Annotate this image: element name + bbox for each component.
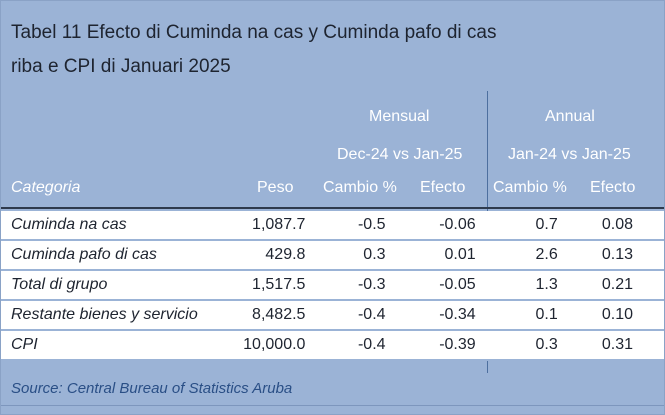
column-header-mensual-efecto: Efecto <box>420 179 466 196</box>
column-header-categoria: Categoria <box>11 179 81 196</box>
column-header-annual-cambio: Cambio % <box>493 179 567 196</box>
title-line-1: Tabel 11 Efecto di Cuminda na cas y Cumi… <box>11 22 497 43</box>
cell-categoria: Restante bienes y servicio <box>1 300 226 331</box>
cell-annual-efecto: 0.31 <box>557 330 664 361</box>
column-header-annual-efecto: Efecto <box>590 179 636 196</box>
table-row: CPI 10,000.0 -0.4 -0.39 0.3 0.31 <box>1 330 664 361</box>
cell-categoria: Total di grupo <box>1 270 226 301</box>
cell-mensual-efecto: -0.06 <box>385 211 476 241</box>
group-header-mensual: Mensual <box>369 108 430 125</box>
cell-annual-cambio: 0.1 <box>475 300 558 331</box>
cell-mensual-cambio: -0.5 <box>305 211 386 241</box>
column-header-mensual-cambio: Cambio % <box>323 179 397 196</box>
table-row: Cuminda na cas 1,087.7 -0.5 -0.06 0.7 0.… <box>1 211 664 241</box>
cell-mensual-cambio: -0.3 <box>305 270 386 301</box>
bottom-rule <box>1 405 664 406</box>
cell-peso: 1,517.5 <box>225 270 306 301</box>
cell-mensual-efecto: 0.01 <box>385 240 476 271</box>
data-table: Cuminda na cas 1,087.7 -0.5 -0.06 0.7 0.… <box>1 211 664 361</box>
table-row: Restante bienes y servicio 8,482.5 -0.4 … <box>1 300 664 331</box>
cell-mensual-cambio: 0.3 <box>305 240 386 271</box>
cell-annual-cambio: 0.7 <box>475 211 558 241</box>
cell-mensual-efecto: -0.39 <box>385 330 476 361</box>
table-title: Tabel 11 Efecto di Cuminda na cas y Cumi… <box>11 16 571 84</box>
cell-annual-efecto: 0.13 <box>557 240 664 271</box>
cell-annual-cambio: 0.3 <box>475 330 558 361</box>
cell-mensual-cambio: -0.4 <box>305 330 386 361</box>
column-header-peso: Peso <box>257 179 294 196</box>
cell-peso: 1,087.7 <box>225 211 306 241</box>
cell-annual-efecto: 0.21 <box>557 270 664 301</box>
cell-mensual-efecto: -0.05 <box>385 270 476 301</box>
cell-peso: 8,482.5 <box>225 300 306 331</box>
table-row: Cuminda pafo di cas 429.8 0.3 0.01 2.6 0… <box>1 240 664 271</box>
source-note: Source: Central Bureau of Statistics Aru… <box>11 380 293 397</box>
cell-annual-efecto: 0.10 <box>557 300 664 331</box>
cell-categoria: Cuminda na cas <box>1 211 226 241</box>
cell-annual-cambio: 1.3 <box>475 270 558 301</box>
cell-categoria: Cuminda pafo di cas <box>1 240 226 271</box>
cell-mensual-cambio: -0.4 <box>305 300 386 331</box>
group-period-mensual: Dec-24 vs Jan-25 <box>337 146 463 163</box>
cell-annual-cambio: 2.6 <box>475 240 558 271</box>
group-period-annual: Jan-24 vs Jan-25 <box>508 146 631 163</box>
title-line-2: riba e CPI di Januari 2025 <box>11 56 231 77</box>
cell-mensual-efecto: -0.34 <box>385 300 476 331</box>
group-header-annual: Annual <box>545 108 595 125</box>
cell-peso: 10,000.0 <box>225 330 306 361</box>
header-rule <box>1 207 664 209</box>
cell-peso: 429.8 <box>225 240 306 271</box>
cell-annual-efecto: 0.08 <box>557 211 664 241</box>
table-row: Total di grupo 1,517.5 -0.3 -0.05 1.3 0.… <box>1 270 664 301</box>
cell-categoria: CPI <box>1 330 226 361</box>
